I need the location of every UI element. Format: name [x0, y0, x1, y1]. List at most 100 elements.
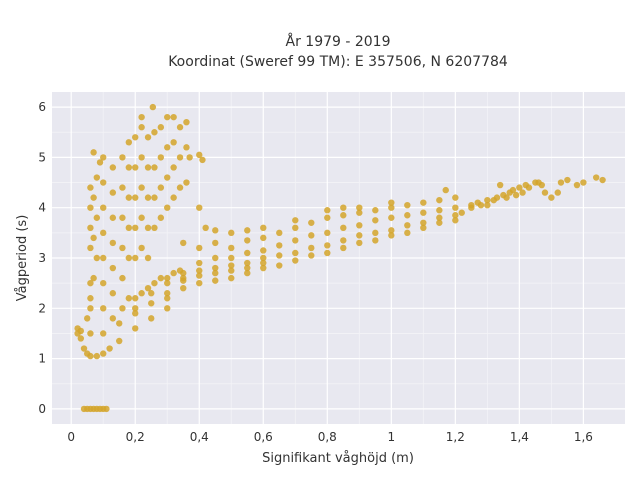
scatter-point: [109, 290, 117, 297]
scatter-point: [87, 352, 94, 360]
y-axis-title: Vågperiod (s): [15, 215, 30, 302]
scatter-point: [151, 164, 158, 171]
scatter-point: [100, 330, 107, 337]
scatter-point: [180, 274, 187, 282]
scatter-point: [196, 272, 203, 279]
scatter-point: [356, 204, 363, 211]
scatter-point: [109, 214, 117, 221]
y-tick-labels: 0 1 2 3 4 5 6: [38, 100, 46, 416]
scatter-point: [144, 164, 152, 171]
scatter-point: [144, 194, 152, 201]
scatter-point: [138, 290, 145, 297]
scatter-point: [180, 284, 187, 292]
scatter-point: [132, 254, 139, 262]
scatter-point: [525, 184, 533, 191]
scatter-point: [372, 207, 379, 214]
scatter-point: [599, 176, 606, 184]
x-axis-title: Signifikant våghöjd (m): [262, 451, 414, 466]
scatter-point: [93, 352, 101, 360]
scatter-point: [212, 277, 219, 284]
scatter-point: [244, 227, 251, 234]
scatter-point: [509, 186, 517, 194]
y-tick-label: 5: [38, 150, 46, 164]
scatter-point: [276, 252, 283, 259]
scatter-point: [196, 151, 203, 159]
scatter-point: [340, 244, 347, 252]
scatter-point: [212, 227, 219, 234]
scatter-point: [164, 174, 171, 181]
scatter-point: [183, 144, 190, 151]
scatter-point: [125, 295, 133, 302]
x-tick-labels: 0 0,2 0,4 0,6 0,8 1 1,2 1,4 1,6: [67, 430, 593, 444]
scatter-point: [148, 300, 155, 307]
scatter-point: [244, 237, 251, 244]
scatter-point: [87, 330, 94, 337]
scatter-point: [244, 259, 251, 267]
scatter-point: [404, 212, 411, 219]
x-tick-label: 1,2: [446, 430, 465, 444]
scatter-point: [183, 179, 190, 186]
scatter-point: [458, 209, 465, 216]
scatter-point: [340, 212, 347, 219]
scatter-point: [183, 118, 190, 126]
scatter-point: [356, 222, 363, 229]
scatter-point: [138, 124, 145, 131]
scatter-point: [77, 335, 85, 342]
scatter-point: [119, 184, 126, 191]
scatter-point: [564, 176, 571, 184]
scatter-point: [164, 113, 171, 121]
scatter-point: [103, 405, 110, 413]
scatter-point: [292, 224, 299, 232]
scatter-point: [512, 191, 520, 199]
scatter-point: [372, 217, 379, 224]
scatter-point: [157, 184, 165, 191]
scatter-point: [324, 229, 331, 237]
scatter-point: [100, 279, 107, 287]
x-tick-label: 0: [67, 430, 75, 444]
scatter-point: [388, 232, 395, 239]
scatter-point: [372, 229, 379, 237]
scatter-point: [148, 290, 155, 297]
scatter-point: [202, 224, 209, 232]
scatter-point: [212, 269, 219, 277]
scatter-point: [87, 305, 94, 312]
scatter-point: [324, 207, 331, 214]
scatter-point: [106, 345, 113, 352]
y-tick-label: 4: [38, 201, 46, 215]
scatter-point: [308, 219, 315, 226]
scatter-point: [176, 184, 184, 191]
scatter-point: [372, 237, 379, 244]
scatter-point: [109, 264, 117, 272]
scatter-point: [109, 189, 117, 196]
scatter-point: [125, 139, 133, 146]
scatter-point: [388, 214, 395, 221]
scatter-point: [138, 214, 145, 221]
scatter-point: [244, 249, 251, 257]
scatter-point: [116, 337, 123, 345]
x-tick-label: 1: [387, 430, 395, 444]
scatter-point: [116, 320, 123, 327]
scatter-point: [119, 154, 126, 161]
scatter-point: [276, 262, 283, 269]
scatter-point: [149, 103, 157, 111]
scatter-point: [196, 267, 203, 274]
chart-title-line-1: År 1979 - 2019: [286, 33, 391, 50]
scatter-point: [244, 264, 251, 272]
scatter-point: [554, 189, 561, 196]
scatter-point: [388, 204, 395, 211]
scatter-point: [90, 149, 97, 156]
scatter-point: [452, 217, 459, 224]
scatter-point: [548, 194, 555, 201]
scatter-point: [138, 244, 145, 252]
scatter-point: [404, 201, 411, 209]
scatter-point: [308, 252, 315, 259]
scatter-point: [87, 224, 94, 232]
scatter-point: [90, 274, 97, 282]
scatter-point: [573, 181, 581, 189]
scatter-point: [557, 179, 565, 186]
scatter-point: [292, 249, 299, 257]
scatter-point: [541, 189, 549, 196]
scatter-point: [157, 154, 165, 161]
scatter-point: [164, 295, 171, 302]
